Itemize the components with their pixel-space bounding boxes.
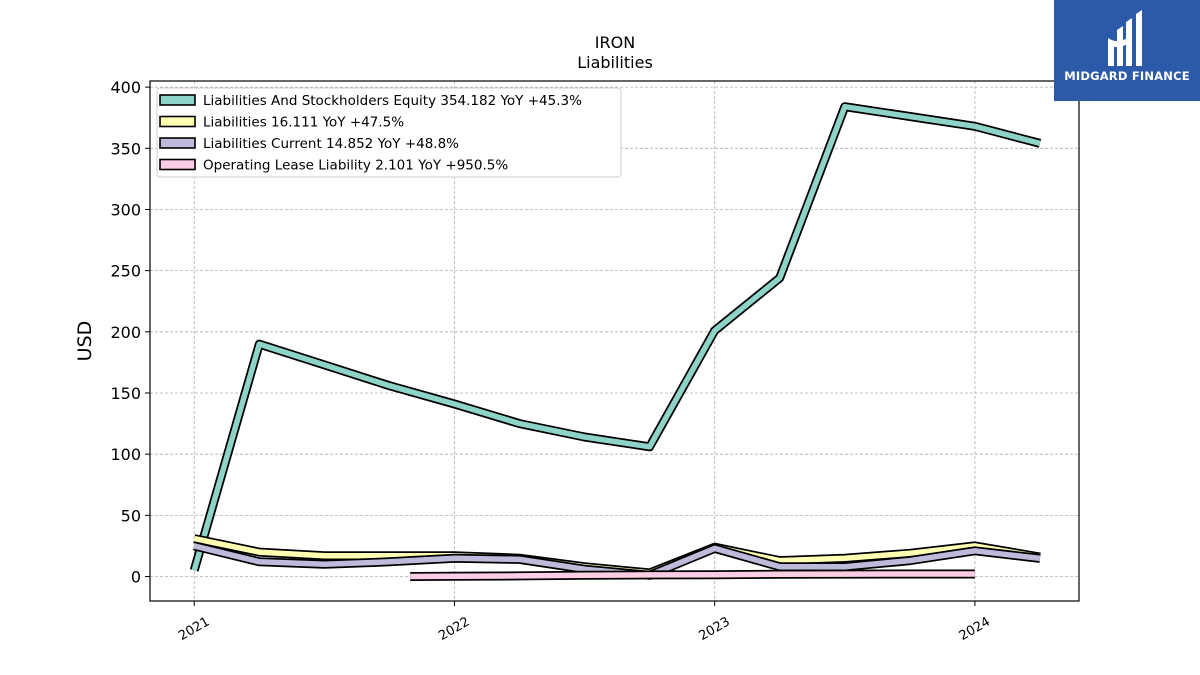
- legend: Liabilities And Stockholders Equity 354.…: [156, 87, 622, 178]
- series-layer: [189, 102, 1042, 581]
- chart-title: IRON: [595, 33, 635, 52]
- plot-frame: [149, 80, 1080, 602]
- legend-entry: Operating Lease Liability 2.101 YoY +950…: [159, 158, 508, 174]
- y-tick-label: 400: [110, 78, 141, 97]
- legend-swatch: [159, 115, 196, 128]
- x-axis: 2021 2022 2023 2024: [176, 601, 993, 644]
- series-line-1: [189, 102, 1042, 572]
- legend-entry: Liabilities 16.111 YoY +47.5%: [159, 115, 404, 131]
- legend-label: Operating Lease Liability 2.101 YoY +950…: [203, 158, 508, 174]
- chart-subtitle: Liabilities: [577, 53, 653, 72]
- x-tick-label: 2021: [176, 614, 212, 644]
- series-stroke: [410, 571, 975, 580]
- logo-text: MIDGARD FINANCE: [1064, 69, 1190, 83]
- x-tick-label: 2023: [697, 614, 733, 644]
- y-axis: 0 50 100 150 200 250 300 350 400: [110, 78, 150, 587]
- y-tick-label: 250: [110, 262, 141, 281]
- legend-box: [156, 87, 622, 178]
- x-tick-label: 2022: [436, 614, 472, 644]
- y-tick-label: 150: [110, 384, 141, 403]
- y-axis-label: USD: [74, 321, 96, 362]
- y-tick-label: 100: [110, 445, 141, 464]
- legend-entry: Liabilities Current 14.852 YoY +48.8%: [159, 136, 459, 152]
- y-tick-label: 50: [121, 506, 141, 525]
- series-stroke: [191, 103, 1041, 572]
- legend-label: Liabilities And Stockholders Equity 354.…: [203, 93, 582, 109]
- y-tick-label: 0: [131, 568, 141, 587]
- x-tick-label: 2024: [957, 614, 993, 644]
- y-tick-label: 300: [110, 200, 141, 219]
- legend-swatch: [159, 137, 196, 149]
- y-tick-label: 200: [110, 323, 141, 342]
- legend-swatch: [159, 94, 196, 106]
- legend-label: Liabilities Current 14.852 YoY +48.8%: [203, 136, 459, 152]
- midgard-logo-icon: [1108, 10, 1142, 66]
- midgard-finance-logo: MIDGARD FINANCE: [1054, 0, 1200, 101]
- series-line-4: [410, 569, 975, 581]
- legend-label: Liabilities 16.111 YoY +47.5%: [203, 115, 404, 131]
- legend-entry: Liabilities And Stockholders Equity 354.…: [159, 93, 582, 109]
- legend-swatch: [159, 158, 196, 171]
- y-tick-label: 350: [110, 139, 141, 158]
